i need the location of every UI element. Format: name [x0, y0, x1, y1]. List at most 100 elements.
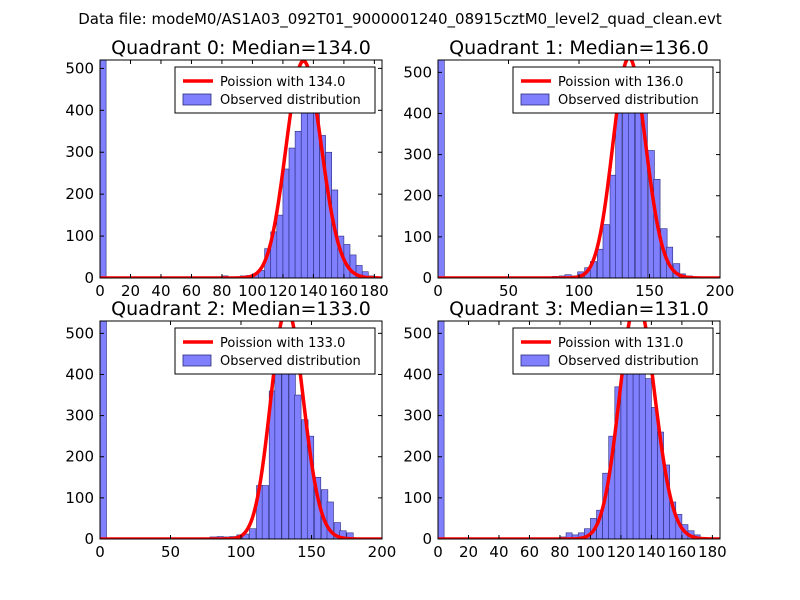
y-tick-label: 100: [65, 489, 94, 507]
subplot-title: Quadrant 2: Median=133.0: [111, 298, 371, 320]
legend-label-poisson: Poission with 133.0: [220, 336, 345, 351]
histogram-bar: [261, 485, 269, 539]
histogram-bar: [651, 407, 658, 539]
y-tick-label: 500: [65, 59, 94, 77]
y-tick-label: 100: [403, 489, 432, 507]
x-tick-label: 120: [269, 282, 298, 300]
y-tick-label: 500: [65, 324, 94, 342]
legend-bar-swatch: [182, 354, 212, 367]
x-tick-label: 50: [499, 282, 518, 300]
histogram-bar: [294, 394, 302, 539]
legend-bar-swatch: [520, 354, 550, 367]
histogram-bar: [626, 357, 634, 539]
y-tick-label: 400: [65, 101, 94, 119]
legend-label-poisson: Poission with 131.0: [558, 336, 683, 351]
x-tick-label: 150: [635, 282, 664, 300]
x-tick-label: 140: [299, 282, 328, 300]
y-tick-label: 200: [403, 187, 432, 205]
legend-label-observed: Observed distribution: [558, 354, 699, 369]
x-tick-label: 20: [459, 543, 478, 561]
y-tick-label: 0: [84, 530, 94, 548]
subplot-title: Quadrant 3: Median=131.0: [449, 298, 709, 320]
subplot-3: 0 20 40 60 80 100 120 140 160 1800100200300400500…: [403, 298, 726, 561]
subplot-2: 0 50 100 150 200 0 100 200 300 400 500 Quadrant 2: …: [65, 298, 396, 561]
histogram-bar: [602, 224, 610, 278]
x-tick-label: 100: [565, 282, 594, 300]
subplot-title: Quadrant 0: Median=134.0: [111, 37, 371, 59]
y-tick-label: 300: [65, 143, 94, 161]
histogram-bar: [638, 345, 646, 539]
x-tick-label: 180: [698, 543, 727, 561]
plot-area: [100, 321, 382, 539]
x-tick-label: 120: [607, 543, 636, 561]
plot-area: [438, 60, 720, 278]
y-tick-label: 300: [65, 407, 94, 425]
histogram-bar: [628, 88, 635, 278]
histogram-bar: [438, 321, 445, 539]
y-tick-label: 500: [403, 324, 432, 342]
x-tick-label: 200: [368, 543, 397, 561]
subplot-0: 0 20 40 60 80 100 120 140 160 1800100200300400500…: [65, 37, 388, 300]
x-tick-label: 0: [433, 282, 443, 300]
y-tick-label: 0: [422, 269, 432, 287]
y-tick-label: 0: [422, 530, 432, 548]
histogram-bar: [100, 321, 107, 539]
x-tick-label: 100: [576, 543, 605, 561]
x-tick-label: 0: [433, 543, 443, 561]
histogram-bar: [306, 435, 315, 539]
y-tick-label: 300: [403, 146, 432, 164]
legend-label-poisson: Poission with 136.0: [558, 75, 683, 90]
y-tick-label: 300: [403, 407, 432, 425]
y-tick-label: 100: [403, 228, 432, 246]
histogram-bar: [300, 89, 308, 278]
y-tick-label: 0: [84, 269, 94, 287]
legend-label-observed: Observed distribution: [220, 93, 361, 108]
x-tick-label: 0: [95, 282, 105, 300]
histogram-bar: [326, 501, 334, 539]
x-tick-label: 100: [227, 543, 256, 561]
histogram-bar: [294, 130, 302, 278]
y-tick-label: 100: [65, 227, 94, 245]
y-tick-label: 400: [403, 365, 432, 383]
x-tick-label: 100: [238, 282, 267, 300]
legend-bar-swatch: [520, 93, 550, 106]
x-tick-label: 20: [121, 282, 140, 300]
histogram-bar: [346, 532, 354, 539]
histogram-bar: [288, 147, 296, 278]
x-tick-label: 80: [212, 282, 231, 300]
histogram-bar: [249, 528, 257, 539]
y-tick-label: 400: [65, 365, 94, 383]
x-tick-label: 40: [489, 543, 508, 561]
x-tick-label: 60: [520, 543, 539, 561]
histogram-bar: [645, 378, 652, 539]
legend-label-poisson: Poission with 134.0: [220, 75, 345, 90]
y-tick-label: 200: [65, 448, 94, 466]
histogram-bar: [282, 168, 290, 278]
plot-area: [438, 321, 720, 539]
x-tick-label: 180: [360, 282, 389, 300]
histogram-bar: [615, 109, 623, 278]
histogram-bar: [100, 60, 107, 278]
x-tick-label: 140: [637, 543, 666, 561]
subplot-1: 0 50 100 150 200 0 100 200 300 400 500 Quadrant 1: …: [403, 37, 734, 300]
legend-label-observed: Observed distribution: [220, 354, 361, 369]
x-tick-label: 200: [706, 282, 735, 300]
poisson-curve: [438, 321, 720, 539]
x-tick-label: 150: [297, 543, 326, 561]
x-tick-label: 160: [668, 543, 697, 561]
legend-bar-swatch: [182, 93, 212, 106]
x-tick-label: 80: [550, 543, 569, 561]
x-tick-label: 0: [95, 543, 105, 561]
x-tick-label: 40: [151, 282, 170, 300]
y-tick-label: 200: [403, 448, 432, 466]
histogram-bar: [438, 60, 445, 278]
legend-label-observed: Observed distribution: [558, 93, 699, 108]
y-tick-label: 400: [403, 104, 432, 122]
x-tick-label: 60: [182, 282, 201, 300]
axes-frame: [437, 320, 721, 540]
histogram-bar: [276, 214, 284, 278]
y-tick-label: 500: [403, 63, 432, 81]
histogram-bar: [339, 530, 347, 539]
y-tick-label: 200: [65, 185, 94, 203]
